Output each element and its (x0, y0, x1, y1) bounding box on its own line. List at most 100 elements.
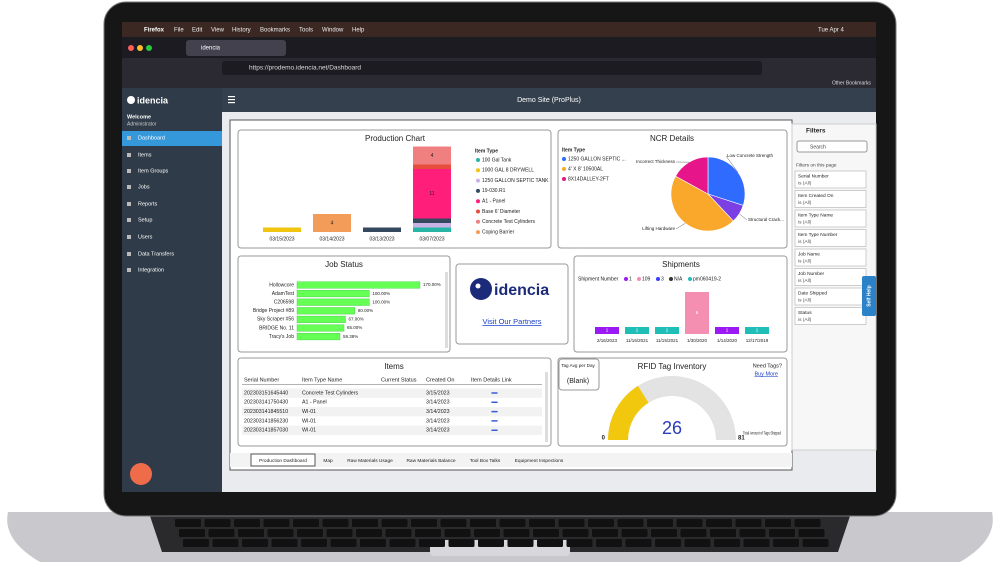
bar (595, 327, 619, 334)
page-tab[interactable]: Tool Box Talks (470, 458, 501, 464)
legend-dot (476, 168, 480, 173)
legend-dot (476, 230, 480, 235)
legend-dot (669, 277, 673, 281)
menu-link[interactable]: Jobs (138, 184, 150, 190)
menu-link[interactable]: Item Groups (138, 168, 169, 174)
menu-item[interactable]: View (211, 28, 225, 34)
key (179, 529, 205, 537)
page-tab[interactable]: Raw Materials Balance (406, 458, 455, 464)
url[interactable]: https://prodemo.idencia.net/Dashboard (249, 65, 361, 72)
key (621, 529, 648, 537)
menu-link[interactable]: Items (138, 152, 152, 158)
menu-item[interactable]: Edit (192, 28, 203, 34)
table-cell: 202303141845510 (244, 409, 288, 415)
window-button (128, 45, 134, 51)
filter-name[interactable]: Status (798, 310, 812, 316)
filter-value: is (All) (798, 278, 812, 284)
menu-link[interactable]: Reports (138, 201, 158, 207)
filter-name[interactable]: Job Name (798, 251, 820, 257)
tab-strip (230, 453, 792, 467)
menu-link[interactable]: Data Transfers (138, 251, 174, 257)
table-cell: 202303141857030 (244, 428, 288, 434)
scrollbar (445, 272, 448, 348)
menu-icon (127, 218, 131, 222)
data-label: 80.00% (358, 308, 373, 313)
menu-link[interactable]: Users (138, 234, 153, 240)
key (263, 519, 290, 527)
filter-name[interactable]: Serial Number (798, 173, 829, 179)
key (588, 519, 614, 527)
key (651, 529, 677, 537)
menu-item[interactable]: File (174, 28, 184, 34)
chat-button[interactable] (130, 463, 152, 485)
active-menu (122, 131, 222, 146)
legend-label: Base 6' Diameter (482, 209, 521, 215)
search[interactable]: Search (810, 144, 826, 150)
menu-item[interactable]: Tools (299, 28, 313, 34)
filters-title: Filters (806, 128, 826, 135)
menu-link[interactable]: Setup (138, 217, 152, 223)
slice-label: Lifting Hardware (642, 226, 675, 231)
buy-more[interactable]: Buy More (754, 371, 778, 377)
panel (237, 357, 552, 447)
key (175, 519, 201, 527)
legend-label: 8X14DALLEY-2FT (568, 176, 609, 182)
menu-item[interactable]: History (232, 28, 251, 34)
help-label[interactable]: Self Help (866, 285, 872, 306)
legend-dot (656, 277, 660, 281)
legend-title: Item Type (562, 147, 585, 153)
legend-label: A1 - Panel (482, 199, 505, 205)
section-title: Filters on this page (796, 162, 837, 168)
data-label: 11 (429, 191, 434, 197)
legend-dot (562, 177, 566, 181)
legend-dot (688, 277, 692, 281)
key (448, 539, 475, 547)
menu-item[interactable]: Bookmarks (260, 28, 290, 34)
key (617, 519, 644, 527)
menu-item[interactable]: Window (322, 28, 344, 34)
menu-link[interactable]: Integration (138, 267, 164, 273)
legend-dot (476, 199, 480, 204)
x-tick-label: 2/16/2023 (597, 338, 618, 343)
filter-name[interactable]: Job Number (798, 271, 825, 277)
page-tab[interactable]: Map (323, 458, 333, 464)
chart-title: Job Status (325, 260, 363, 269)
filter-name[interactable]: Item Type Name (798, 212, 833, 218)
key (773, 539, 799, 547)
x-tick-label: 1/30/2020 (687, 338, 708, 343)
data-label: 100.00% (372, 291, 390, 296)
page-tab[interactable]: Raw Materials Usage (347, 458, 393, 464)
slice-label: Structural Crack... (748, 217, 784, 222)
legend-label: 4' X 8' 10500AL (568, 166, 603, 172)
data-label: 100.00% (372, 299, 390, 304)
bookmarks[interactable]: Other Bookmarks (832, 80, 871, 86)
key (242, 539, 268, 547)
bar (655, 327, 679, 334)
key (739, 529, 766, 537)
menu-link[interactable]: Dashboard (138, 135, 165, 141)
partners-link[interactable]: Visit Our Partners (482, 317, 541, 326)
role: Administrator (127, 121, 157, 127)
page-tab[interactable]: Production Dashboard (259, 458, 307, 464)
key (271, 539, 298, 547)
key (558, 519, 585, 527)
bar (685, 292, 709, 334)
gauge-value: 26 (662, 418, 682, 438)
table-cell: 3/14/2023 (426, 418, 450, 424)
tab-title[interactable]: idencia (201, 46, 221, 52)
page-tab[interactable]: Equipment Inspections (515, 458, 564, 464)
x-tick-label: 03/13/2023 (369, 236, 394, 242)
key (529, 519, 555, 527)
menu-item[interactable]: Help (352, 28, 365, 34)
key (352, 519, 378, 527)
key (381, 519, 408, 527)
menu-app: Firefox (144, 28, 165, 34)
legend-label: 3 (661, 276, 664, 282)
legend-title: Item Type (475, 148, 498, 154)
filter-name[interactable]: Date Shipped (798, 290, 827, 296)
filter-name[interactable]: Item Created On (798, 193, 834, 199)
legend-label: 19-030.R1 (482, 188, 506, 194)
kpi-cover (558, 358, 600, 391)
filter-name[interactable]: Item Type Number (798, 232, 838, 238)
